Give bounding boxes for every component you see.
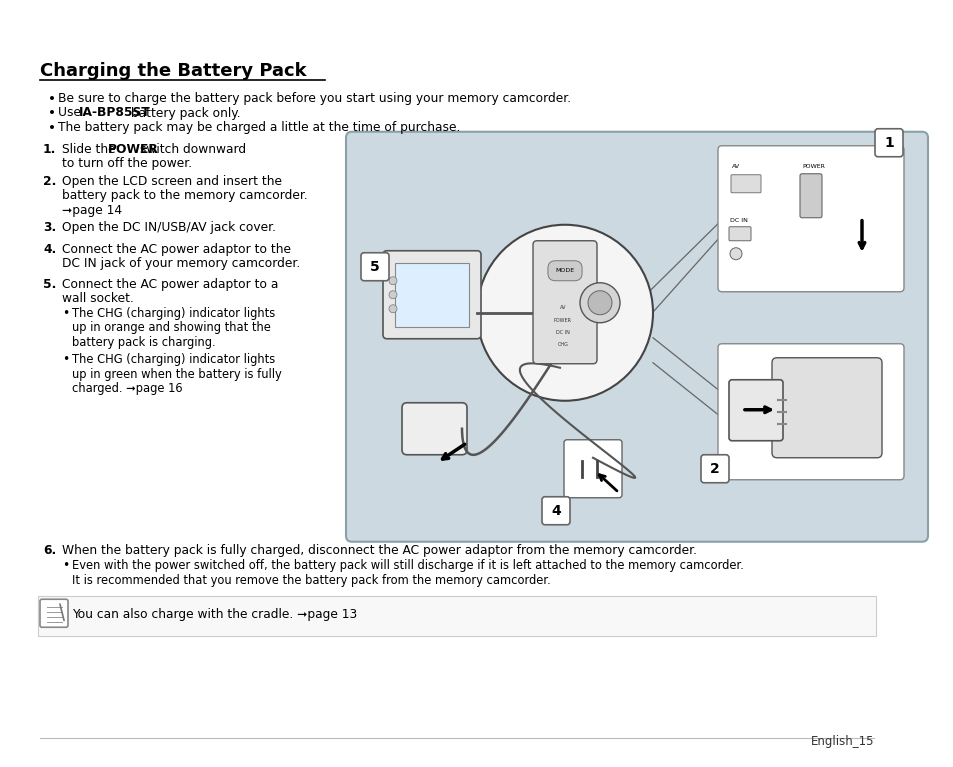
Text: 2.: 2. — [43, 175, 56, 188]
Text: Connect the AC power adaptor to the: Connect the AC power adaptor to the — [62, 243, 291, 256]
FancyBboxPatch shape — [38, 596, 875, 637]
FancyBboxPatch shape — [395, 263, 469, 327]
Text: CHG: CHG — [729, 235, 743, 241]
Text: Use: Use — [58, 107, 85, 120]
Text: up in orange and showing that the: up in orange and showing that the — [71, 321, 271, 334]
Circle shape — [579, 283, 619, 323]
Text: When the battery pack is fully charged, disconnect the AC power adaptor from the: When the battery pack is fully charged, … — [62, 544, 697, 557]
Text: •: • — [62, 353, 70, 366]
FancyBboxPatch shape — [360, 253, 389, 281]
Text: AV: AV — [731, 163, 740, 169]
FancyBboxPatch shape — [874, 129, 902, 156]
Text: charged. ➞page 16: charged. ➞page 16 — [71, 382, 182, 395]
Text: It is recommended that you remove the battery pack from the memory camcorder.: It is recommended that you remove the ba… — [71, 574, 550, 587]
Text: POWER: POWER — [108, 143, 158, 156]
Text: •: • — [62, 559, 70, 572]
Text: 5.: 5. — [43, 278, 56, 291]
Text: DC IN: DC IN — [729, 218, 747, 222]
Text: to turn off the power.: to turn off the power. — [62, 157, 192, 170]
FancyBboxPatch shape — [728, 227, 750, 241]
Text: 1.: 1. — [43, 143, 56, 156]
Circle shape — [389, 291, 396, 299]
FancyBboxPatch shape — [771, 357, 882, 458]
Text: up in green when the battery is fully: up in green when the battery is fully — [71, 367, 281, 380]
FancyBboxPatch shape — [401, 403, 467, 455]
FancyBboxPatch shape — [730, 175, 760, 193]
FancyBboxPatch shape — [718, 146, 903, 291]
Text: POWER: POWER — [554, 318, 572, 323]
Text: 2: 2 — [709, 462, 720, 476]
Text: •: • — [62, 307, 70, 320]
Text: English_15: English_15 — [810, 735, 873, 748]
FancyBboxPatch shape — [541, 497, 569, 525]
Text: switch downward: switch downward — [136, 143, 246, 156]
Text: 1: 1 — [883, 136, 893, 150]
FancyBboxPatch shape — [346, 132, 927, 542]
Text: wall socket.: wall socket. — [62, 292, 133, 305]
FancyBboxPatch shape — [800, 174, 821, 218]
Circle shape — [389, 304, 396, 313]
Text: 5: 5 — [370, 260, 379, 274]
Text: 4: 4 — [551, 504, 560, 518]
FancyBboxPatch shape — [40, 599, 68, 627]
Text: 3.: 3. — [43, 221, 56, 234]
Text: CHG: CHG — [557, 342, 568, 347]
Circle shape — [476, 225, 652, 400]
Text: battery pack to the memory camcorder.: battery pack to the memory camcorder. — [62, 189, 308, 202]
Text: Connect the AC power adaptor to a: Connect the AC power adaptor to a — [62, 278, 278, 291]
Text: battery pack only.: battery pack only. — [127, 107, 240, 120]
Circle shape — [587, 291, 612, 314]
Text: The battery pack may be charged a little at the time of purchase.: The battery pack may be charged a little… — [58, 121, 460, 134]
FancyBboxPatch shape — [700, 455, 728, 482]
Circle shape — [729, 248, 741, 260]
Text: AV: AV — [559, 305, 566, 310]
Text: battery pack is charging.: battery pack is charging. — [71, 336, 215, 348]
Text: DC IN jack of your memory camcorder.: DC IN jack of your memory camcorder. — [62, 257, 300, 270]
Text: •: • — [48, 121, 56, 135]
Text: 6.: 6. — [43, 544, 56, 557]
Text: Open the DC IN/USB/AV jack cover.: Open the DC IN/USB/AV jack cover. — [62, 221, 275, 234]
Text: ➞page 14: ➞page 14 — [62, 204, 122, 216]
Text: You can also charge with the cradle. ➞page 13: You can also charge with the cradle. ➞pa… — [71, 608, 356, 621]
Text: Charging the Battery Pack: Charging the Battery Pack — [40, 62, 306, 80]
Text: •: • — [48, 92, 56, 106]
Text: •: • — [48, 107, 56, 120]
FancyBboxPatch shape — [382, 251, 480, 339]
Text: 4.: 4. — [43, 243, 56, 256]
Text: Open the LCD screen and insert the: Open the LCD screen and insert the — [62, 175, 282, 188]
Text: POWER: POWER — [801, 163, 824, 169]
FancyBboxPatch shape — [718, 344, 903, 479]
Text: IA-BP85ST: IA-BP85ST — [78, 107, 150, 120]
Text: Slide the: Slide the — [62, 143, 119, 156]
Text: MODE: MODE — [555, 268, 574, 273]
Text: Be sure to charge the battery pack before you start using your memory camcorder.: Be sure to charge the battery pack befor… — [58, 92, 571, 105]
FancyBboxPatch shape — [533, 241, 597, 364]
FancyBboxPatch shape — [563, 439, 621, 498]
Text: Even with the power switched off, the battery pack will still discharge if it is: Even with the power switched off, the ba… — [71, 559, 743, 572]
Text: DC IN: DC IN — [556, 331, 569, 335]
Text: The CHG (charging) indicator lights: The CHG (charging) indicator lights — [71, 307, 275, 320]
FancyBboxPatch shape — [728, 380, 782, 441]
Circle shape — [389, 277, 396, 285]
Text: The CHG (charging) indicator lights: The CHG (charging) indicator lights — [71, 353, 275, 366]
